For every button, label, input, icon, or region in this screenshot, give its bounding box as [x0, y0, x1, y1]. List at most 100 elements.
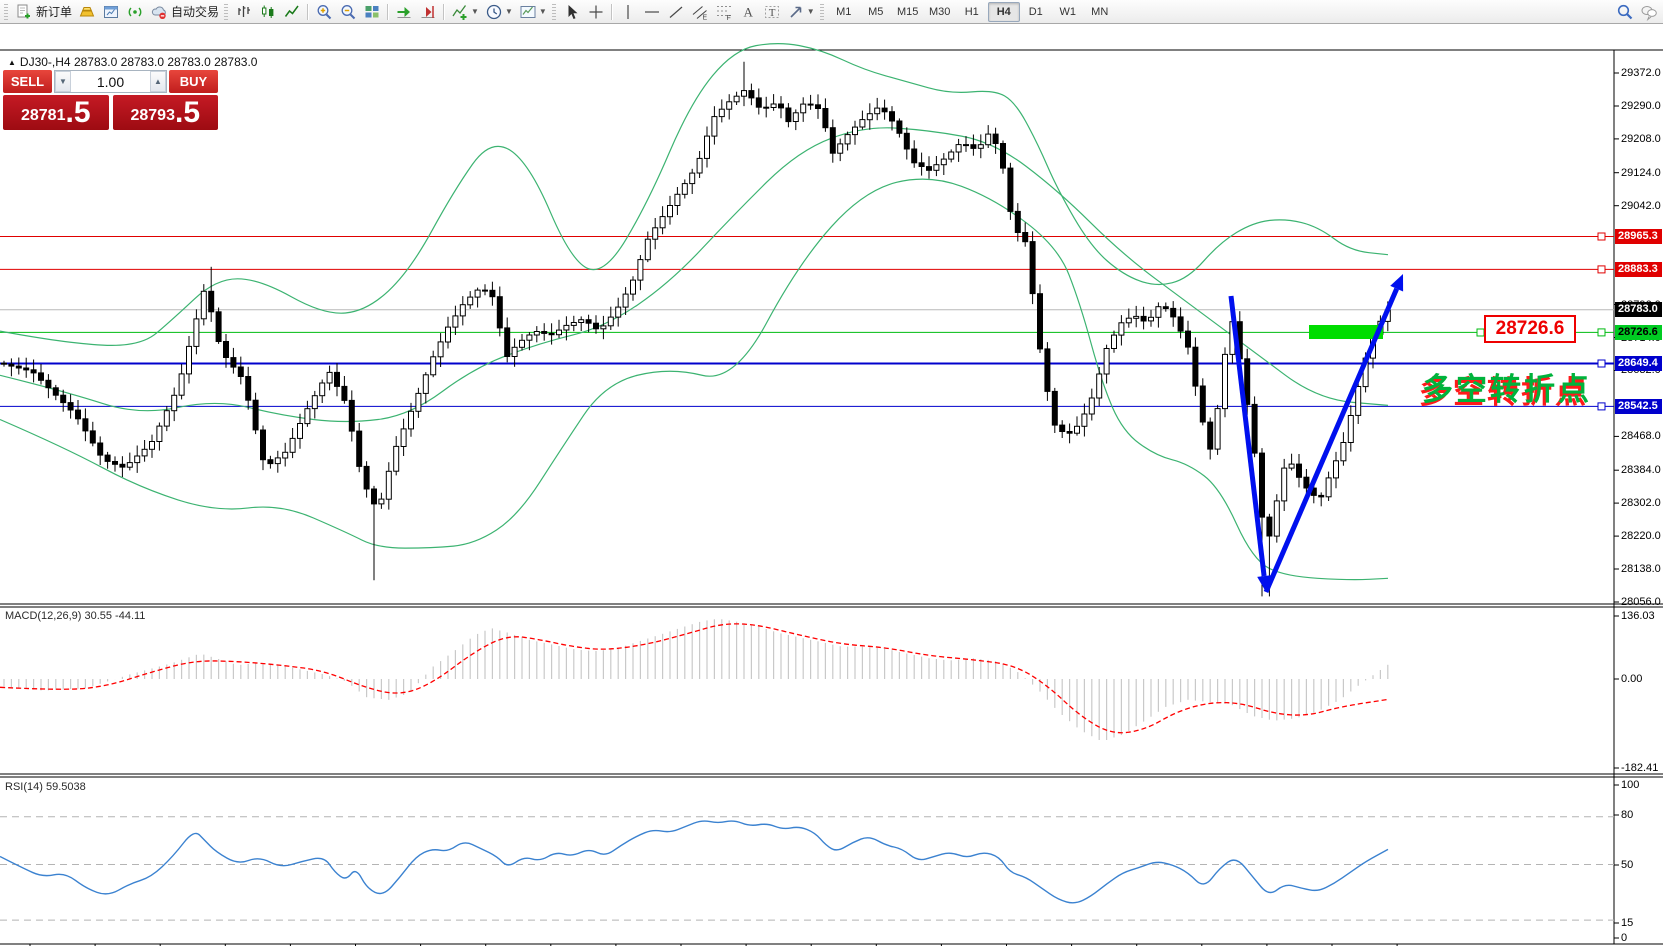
- trendline-button[interactable]: [664, 2, 688, 22]
- price-tag: 28726.6: [1615, 325, 1662, 340]
- sell-price-frac: .5: [65, 96, 91, 129]
- timeframe-m15[interactable]: M15: [897, 5, 919, 18]
- volume-decrease-button[interactable]: ▼: [55, 71, 71, 92]
- volume-increase-button[interactable]: ▲: [150, 71, 166, 92]
- price-tick-label: 28056.0: [1621, 596, 1661, 608]
- timeframe-mn[interactable]: MN: [1091, 5, 1109, 18]
- toolbar-gripper[interactable]: [551, 3, 556, 20]
- price-box-anchor: [1476, 328, 1485, 337]
- timeframe-m30[interactable]: M30: [929, 5, 951, 18]
- timeframe-w1[interactable]: W1: [1059, 5, 1076, 18]
- macd-signal-line: [0, 623, 1389, 734]
- price-tag: 28883.3: [1615, 262, 1662, 277]
- svg-text:E: E: [702, 14, 707, 21]
- buy-price-main: 28793: [130, 107, 175, 124]
- chart-window[interactable]: ▲ DJ30-,H4 28783.0 28783.0 28783.0 28783.…: [0, 24, 1663, 946]
- gold-icon: [79, 6, 95, 16]
- chevron-down-icon[interactable]: ▼: [806, 7, 815, 16]
- chat-button[interactable]: [1637, 2, 1661, 22]
- buy-price-button[interactable]: 28793.5: [112, 95, 218, 130]
- level-lines[interactable]: [0, 232, 1614, 411]
- buy-price-frac: .5: [174, 96, 201, 129]
- timeframe-h1[interactable]: H1: [964, 5, 979, 18]
- toolbar-gripper[interactable]: [4, 3, 8, 20]
- rsi-tick-label: 100: [1621, 779, 1640, 791]
- chart-shift-button[interactable]: [416, 2, 440, 22]
- indicators-icon: [452, 4, 467, 20]
- cursor-icon: [568, 4, 578, 19]
- highlight-rectangle[interactable]: [1309, 325, 1383, 339]
- autotrade-button-label: 自动交易: [171, 5, 220, 19]
- indicators-button[interactable]: ▼: [448, 2, 482, 22]
- shift-icon: [421, 5, 435, 18]
- vline-icon: [627, 4, 629, 19]
- trendline-icon: [669, 6, 683, 18]
- toolbar-gripper[interactable]: [224, 3, 229, 20]
- candlestick-chart-button[interactable]: [256, 2, 280, 22]
- tile-windows-button[interactable]: [360, 2, 384, 22]
- periods-button[interactable]: ▼: [482, 2, 516, 22]
- toolbar-separator: [387, 3, 390, 20]
- timeframe-h4[interactable]: H4: [987, 1, 1020, 22]
- timeframe-m5[interactable]: M5: [868, 5, 884, 18]
- market-window-icon: [104, 5, 119, 18]
- zoom-out-button[interactable]: [336, 2, 360, 22]
- new-order-icon: [17, 4, 30, 18]
- macd-histogram: [3, 619, 1389, 740]
- collapse-triangle-icon[interactable]: ▲: [8, 58, 16, 67]
- text-label-button[interactable]: T: [760, 2, 784, 22]
- gold-button[interactable]: [75, 2, 99, 22]
- chart-canvas[interactable]: [0, 24, 1663, 946]
- volume-field[interactable]: 1.00: [96, 73, 125, 90]
- price-tick-label: 29208.0: [1621, 133, 1661, 145]
- equidistant-channel-button[interactable]: E: [688, 2, 712, 22]
- text-button[interactable]: A: [736, 2, 760, 22]
- auto-scroll-button[interactable]: [392, 2, 416, 22]
- bar-chart-button[interactable]: [232, 2, 256, 22]
- chevron-down-icon[interactable]: ▼: [538, 7, 547, 16]
- timeframe-m1[interactable]: M1: [836, 5, 852, 18]
- crosshair-button[interactable]: [584, 2, 608, 22]
- fibonacci-button[interactable]: F: [712, 2, 736, 22]
- signals-button[interactable]: [123, 2, 147, 22]
- horizontal-line-button[interactable]: [640, 2, 664, 22]
- price-tick-label: 28220.0: [1621, 530, 1661, 542]
- price-annotation-box[interactable]: 28726.6: [1484, 315, 1576, 343]
- sell-price-button[interactable]: 28781.5: [3, 95, 109, 130]
- chevron-down-icon[interactable]: ▼: [471, 7, 479, 16]
- trend-arrows[interactable]: [1228, 274, 1404, 593]
- cursor-button[interactable]: [560, 2, 584, 22]
- crosshair-icon: [589, 5, 603, 18]
- buy-button[interactable]: BUY: [169, 70, 218, 93]
- arrows-button[interactable]: ▼: [784, 2, 818, 22]
- macd-tick-label: -182.41: [1621, 762, 1659, 774]
- turning-point-annotation[interactable]: 多空转折点: [1422, 372, 1592, 407]
- line-chart-button[interactable]: [280, 2, 304, 22]
- chart-title: ▲ DJ30-,H4 28783.0 28783.0 28783.0 28783.…: [8, 55, 257, 69]
- search-button[interactable]: [1613, 2, 1637, 22]
- vertical-line-button[interactable]: [616, 2, 640, 22]
- price-tick-label: 29042.0: [1621, 200, 1661, 212]
- volume-spinner[interactable]: ▼ 1.00 ▲: [54, 70, 167, 93]
- signal-icon: [128, 6, 142, 17]
- new-order-button[interactable]: 新订单: [12, 2, 75, 22]
- price-tag: 28783.0: [1615, 302, 1662, 317]
- sell-button[interactable]: SELL: [3, 70, 52, 93]
- toolbar-gripper[interactable]: [819, 3, 824, 20]
- zoom-in-button[interactable]: [312, 2, 336, 22]
- bollinger-bands: [0, 43, 1389, 581]
- rsi-tick-label: 50: [1621, 859, 1634, 871]
- chat-icon: [1641, 5, 1657, 21]
- autotrade-button[interactable]: 自动交易: [147, 2, 222, 22]
- market-watch-button[interactable]: [99, 2, 123, 22]
- rsi-tick-label: 15: [1621, 917, 1634, 929]
- timeframe-d1[interactable]: D1: [1028, 5, 1043, 18]
- hline-icon: [644, 10, 659, 13]
- chevron-down-icon[interactable]: ▼: [504, 7, 513, 16]
- templates-button[interactable]: ▼: [516, 2, 550, 22]
- line-chart-icon: [284, 5, 299, 17]
- candlesticks: [1, 61, 1391, 597]
- sell-price-main: 28781: [20, 107, 66, 124]
- price-tick-label: 29124.0: [1621, 167, 1661, 179]
- rsi-line: [0, 820, 1389, 904]
